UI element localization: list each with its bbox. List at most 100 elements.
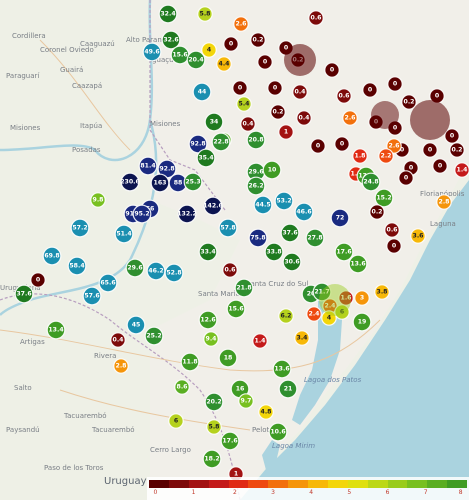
station-marker[interactable]: 0.2 xyxy=(250,32,266,48)
station-marker-dot[interactable] xyxy=(294,330,310,346)
station-marker[interactable]: 5.4 xyxy=(236,96,252,112)
station-marker-dot[interactable] xyxy=(401,94,417,110)
station-marker-dot[interactable] xyxy=(196,148,216,168)
station-marker-dot[interactable] xyxy=(202,449,222,469)
station-marker-dot[interactable] xyxy=(278,308,294,324)
station-marker[interactable]: 0 xyxy=(422,142,438,158)
station-marker-dot[interactable] xyxy=(238,393,254,409)
station-marker[interactable]: 0 xyxy=(386,238,402,254)
station-marker-dot[interactable] xyxy=(188,134,208,154)
station-marker[interactable]: 2.6 xyxy=(342,110,358,126)
station-marker-dot[interactable] xyxy=(312,282,332,302)
station-marker[interactable]: 0 xyxy=(334,136,350,152)
station-marker-dot[interactable] xyxy=(203,331,219,347)
station-marker[interactable]: 0 xyxy=(398,170,414,186)
station-marker[interactable]: 15.6 xyxy=(226,299,246,319)
station-marker[interactable]: 2.6 xyxy=(233,16,249,32)
station-marker[interactable]: 27.8 xyxy=(305,228,325,248)
station-marker[interactable]: 0 xyxy=(362,82,378,98)
station-marker[interactable]: 0 xyxy=(324,62,340,78)
station-marker[interactable]: 37.6 xyxy=(14,284,34,304)
station-marker-dot[interactable] xyxy=(354,290,370,306)
station-marker[interactable]: 1.6 xyxy=(338,290,354,306)
station-marker[interactable]: 4.4 xyxy=(216,56,232,72)
station-marker-dot[interactable] xyxy=(454,162,469,178)
station-marker[interactable]: 10 xyxy=(262,160,282,180)
station-marker-dot[interactable] xyxy=(294,202,314,222)
station-marker[interactable]: 0.6 xyxy=(222,262,238,278)
station-marker[interactable]: 49.6 xyxy=(142,42,162,62)
station-marker-dot[interactable] xyxy=(174,379,190,395)
station-marker-dot[interactable] xyxy=(132,204,152,224)
station-marker[interactable]: 52.8 xyxy=(164,263,184,283)
station-marker-dot[interactable] xyxy=(110,332,126,348)
station-marker-dot[interactable] xyxy=(146,261,166,281)
station-marker[interactable]: 6 xyxy=(168,413,184,429)
station-marker[interactable]: 1 xyxy=(278,124,294,140)
station-marker[interactable]: 1.8 xyxy=(352,148,368,164)
station-marker[interactable]: 0.2 xyxy=(401,94,417,110)
station-marker-dot[interactable] xyxy=(114,224,134,244)
station-marker[interactable]: 95.2 xyxy=(132,204,152,224)
station-marker-dot[interactable] xyxy=(142,42,162,62)
station-marker-dot[interactable] xyxy=(410,228,426,244)
station-marker-dot[interactable] xyxy=(98,273,118,293)
station-marker[interactable]: 32.4 xyxy=(158,4,178,24)
station-marker[interactable]: 5.8 xyxy=(197,6,213,22)
station-marker-dot[interactable] xyxy=(70,218,90,238)
station-marker-dot[interactable] xyxy=(296,110,312,126)
station-marker[interactable]: 0.2 xyxy=(369,204,385,220)
station-marker-dot[interactable] xyxy=(338,290,354,306)
station-marker-dot[interactable] xyxy=(125,258,145,278)
station-marker[interactable]: 132.2 xyxy=(177,204,197,224)
station-marker-dot[interactable] xyxy=(113,358,129,374)
station-marker[interactable]: 57.2 xyxy=(70,218,90,238)
station-marker[interactable]: 18 xyxy=(218,348,238,368)
station-marker[interactable]: 2.6 xyxy=(386,138,402,154)
station-marker-dot[interactable] xyxy=(204,112,224,132)
station-marker-dot[interactable] xyxy=(252,333,268,349)
station-marker-dot[interactable] xyxy=(198,310,218,330)
station-marker[interactable]: 2.4 xyxy=(306,306,322,322)
station-marker-dot[interactable] xyxy=(248,228,268,248)
station-marker[interactable]: 0 xyxy=(232,80,248,96)
station-marker[interactable]: 22.8 xyxy=(211,132,231,152)
station-marker[interactable]: 6 xyxy=(334,304,350,320)
station-marker-dot[interactable] xyxy=(180,352,200,372)
station-marker-dot[interactable] xyxy=(310,138,326,154)
station-marker[interactable]: 0 xyxy=(267,80,283,96)
station-marker[interactable]: 15.6 xyxy=(170,45,190,65)
station-marker[interactable]: 57.6 xyxy=(82,286,102,306)
station-marker[interactable]: 230.6 xyxy=(120,172,140,192)
station-marker[interactable]: 8.6 xyxy=(174,379,190,395)
station-marker-dot[interactable] xyxy=(30,272,46,288)
station-marker[interactable]: 4.8 xyxy=(258,404,274,420)
station-marker[interactable]: 20.4 xyxy=(186,50,206,70)
station-marker[interactable]: 1.4 xyxy=(454,162,469,178)
station-marker[interactable]: 25.2 xyxy=(144,326,164,346)
station-marker-dot[interactable] xyxy=(348,254,368,274)
station-marker-dot[interactable] xyxy=(374,284,390,300)
station-marker[interactable]: 4 xyxy=(201,42,217,58)
station-marker-dot[interactable] xyxy=(246,176,266,196)
station-marker[interactable]: 0 xyxy=(432,158,448,174)
station-marker[interactable]: 13.6 xyxy=(348,254,368,274)
station-marker-dot[interactable] xyxy=(206,419,222,435)
station-marker-dot[interactable] xyxy=(267,80,283,96)
station-marker-dot[interactable] xyxy=(330,208,350,228)
station-marker-dot[interactable] xyxy=(226,299,246,319)
station-marker[interactable]: 18.2 xyxy=(202,449,222,469)
station-marker-dot[interactable] xyxy=(126,315,146,335)
station-marker-dot[interactable] xyxy=(250,32,266,48)
station-marker[interactable]: 0.6 xyxy=(336,88,352,104)
station-marker-dot[interactable] xyxy=(324,62,340,78)
station-marker-dot[interactable] xyxy=(280,223,300,243)
station-marker-dot[interactable] xyxy=(334,304,350,320)
station-marker[interactable]: 13.6 xyxy=(272,359,292,379)
station-marker[interactable]: 0.6 xyxy=(384,222,400,238)
station-marker[interactable]: 32.6 xyxy=(161,30,181,50)
station-marker[interactable]: 10.6 xyxy=(268,422,288,442)
station-marker-dot[interactable] xyxy=(240,116,256,132)
station-marker[interactable]: 0.4 xyxy=(292,84,308,100)
